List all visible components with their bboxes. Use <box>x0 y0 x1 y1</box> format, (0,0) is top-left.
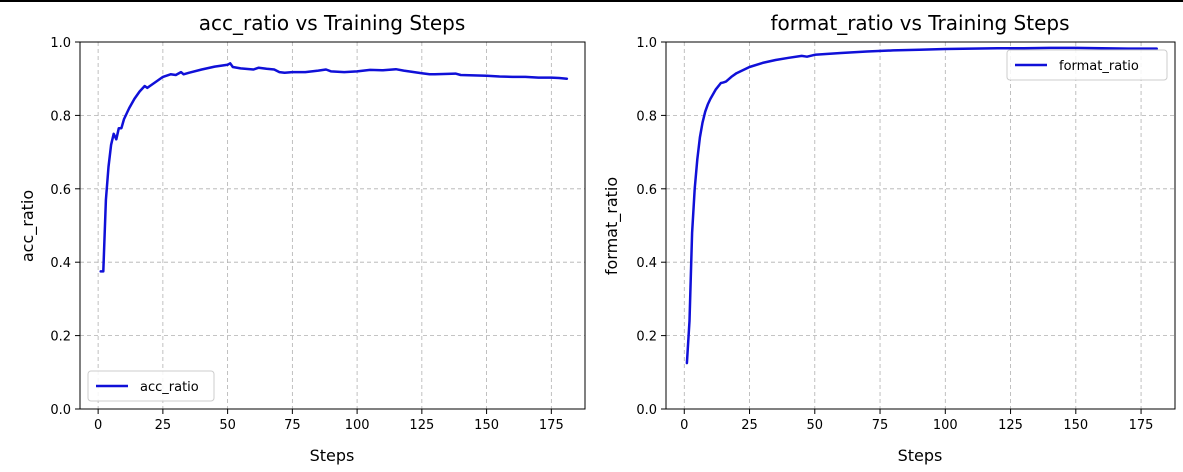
x-axis-label: Steps <box>898 446 943 465</box>
legend: acc_ratio <box>87 370 215 402</box>
figure-top-border <box>0 0 1183 2</box>
x-tick-label: 25 <box>741 418 758 433</box>
y-tick-label: 0.8 <box>636 109 657 124</box>
y-tick-label: 0.4 <box>50 256 71 271</box>
legend-box <box>1006 49 1168 81</box>
y-tick-label: 0.0 <box>636 403 657 418</box>
x-tick-label: 175 <box>539 418 564 433</box>
x-tick-label: 75 <box>284 418 301 433</box>
format-ratio-chart: format_ratio vs Training Steps Steps for… <box>602 11 1176 465</box>
legend-label: acc_ratio <box>140 380 199 395</box>
legend-label: format_ratio <box>1059 59 1139 74</box>
y-tick-label: 0.6 <box>636 183 657 198</box>
plot-frame <box>665 41 1176 410</box>
x-tick-label: 125 <box>998 418 1023 433</box>
x-tick-label: 50 <box>219 418 236 433</box>
x-tick-label: 0 <box>680 418 688 433</box>
y-axis-label: format_ratio <box>602 177 622 275</box>
grid-lines <box>80 41 585 410</box>
x-axis-label: Steps <box>310 446 355 465</box>
y-tick-label: 0.8 <box>50 109 71 124</box>
chart-title: format_ratio vs Training Steps <box>770 11 1069 35</box>
chart-title: acc_ratio vs Training Steps <box>199 11 466 35</box>
y-tick-label: 0.4 <box>636 256 657 271</box>
x-tick-label: 25 <box>155 418 172 433</box>
x-tick-label: 150 <box>1063 418 1088 433</box>
y-tick-label: 0.2 <box>50 330 71 345</box>
x-tick-label: 50 <box>807 418 824 433</box>
y-axis-label: acc_ratio <box>18 190 38 262</box>
legend: format_ratio <box>1006 49 1168 81</box>
acc-ratio-chart: acc_ratio vs Training Steps Steps acc_ra… <box>18 11 586 465</box>
x-tick-label: 100 <box>345 418 370 433</box>
grid-lines <box>666 41 1175 410</box>
series-line-format_ratio <box>685 46 1158 365</box>
y-tick-label: 0.0 <box>50 403 71 418</box>
x-tick-label: 150 <box>474 418 499 433</box>
x-tick-label: 100 <box>933 418 958 433</box>
x-tick-label: 75 <box>872 418 889 433</box>
x-tick-label: 0 <box>94 418 102 433</box>
y-tick-label: 1.0 <box>636 36 657 51</box>
x-tick-label: 125 <box>409 418 434 433</box>
legend-box <box>87 370 215 402</box>
x-tick-label: 175 <box>1129 418 1154 433</box>
series-line-acc_ratio <box>99 62 569 273</box>
y-tick-label: 1.0 <box>50 36 71 51</box>
y-tick-label: 0.6 <box>50 183 71 198</box>
y-tick-label: 0.2 <box>636 330 657 345</box>
plot-frame <box>79 41 586 410</box>
